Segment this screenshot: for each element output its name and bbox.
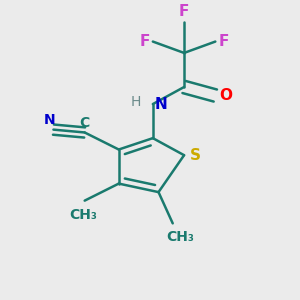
- Text: CH₃: CH₃: [166, 230, 194, 244]
- Text: F: F: [218, 34, 229, 49]
- Text: N: N: [43, 113, 55, 127]
- Text: F: F: [140, 34, 150, 49]
- Text: C: C: [80, 116, 90, 130]
- Text: CH₃: CH₃: [69, 208, 97, 222]
- Text: O: O: [220, 88, 232, 103]
- Text: H: H: [130, 95, 141, 109]
- Text: F: F: [179, 4, 189, 19]
- Text: N: N: [154, 97, 167, 112]
- Text: S: S: [190, 148, 201, 163]
